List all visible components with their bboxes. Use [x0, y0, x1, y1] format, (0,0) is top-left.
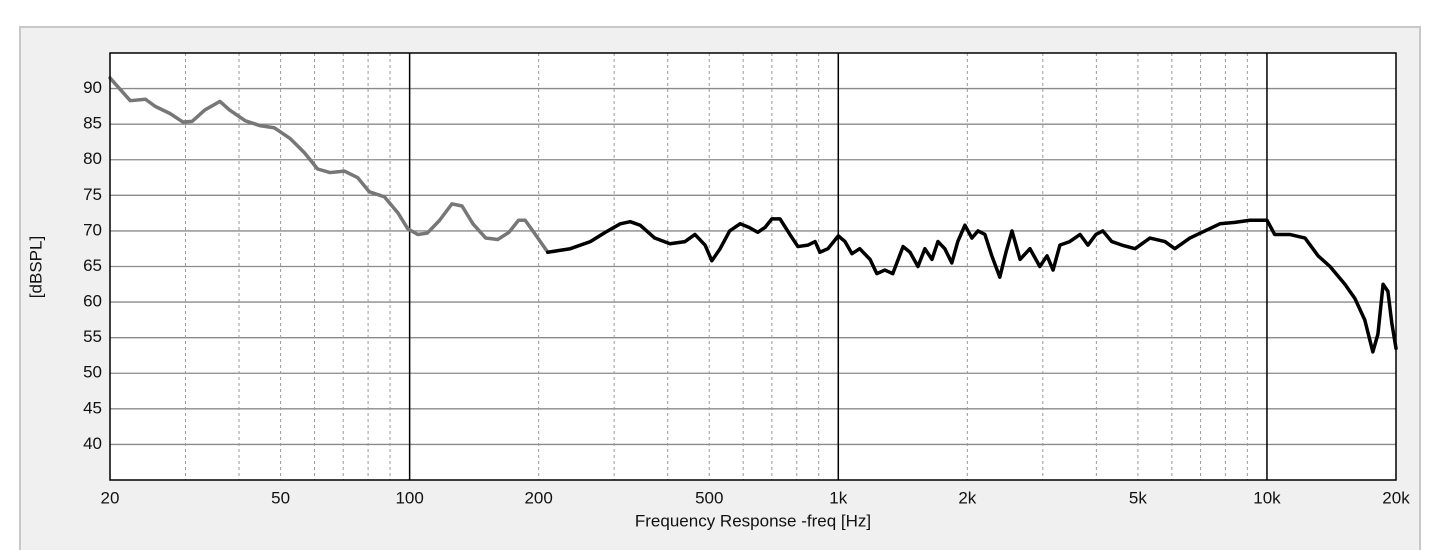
x-tick-label: 1k	[829, 488, 847, 507]
y-tick-label: 65	[83, 256, 102, 275]
y-tick-label: 85	[83, 114, 102, 133]
y-tick-label: 70	[83, 220, 102, 239]
x-tick-label: 100	[395, 488, 423, 507]
x-tick-label: 50	[271, 488, 290, 507]
x-tick-label: 5k	[1129, 488, 1147, 507]
x-tick-label: 200	[524, 488, 552, 507]
lines	[108, 76, 1398, 354]
x-axis-title: Frequency Response -freq [Hz]	[635, 511, 871, 530]
response-line	[546, 217, 1398, 354]
y-tick-label: 90	[83, 78, 102, 97]
y-tick-label: 60	[83, 292, 102, 311]
plot-frame	[109, 52, 1397, 481]
y-tick-label: 55	[83, 327, 102, 346]
labels: Frequency Response -freq [Hz] [dBSPL] 40…	[26, 78, 1410, 530]
y-tick-label: 75	[83, 185, 102, 204]
y-tick-label: 50	[83, 363, 102, 382]
x-tick-label: 500	[695, 488, 723, 507]
x-tick-label: 20	[101, 488, 120, 507]
x-tick-label: 10k	[1253, 488, 1281, 507]
x-tick-label: 20k	[1382, 488, 1410, 507]
y-axis-title: [dBSPL]	[26, 236, 45, 298]
y-tick-label: 80	[83, 149, 102, 168]
y-tick-label: 40	[83, 434, 102, 453]
x-tick-label: 2k	[958, 488, 976, 507]
y-tick-label: 45	[83, 398, 102, 417]
response-line	[108, 76, 550, 255]
